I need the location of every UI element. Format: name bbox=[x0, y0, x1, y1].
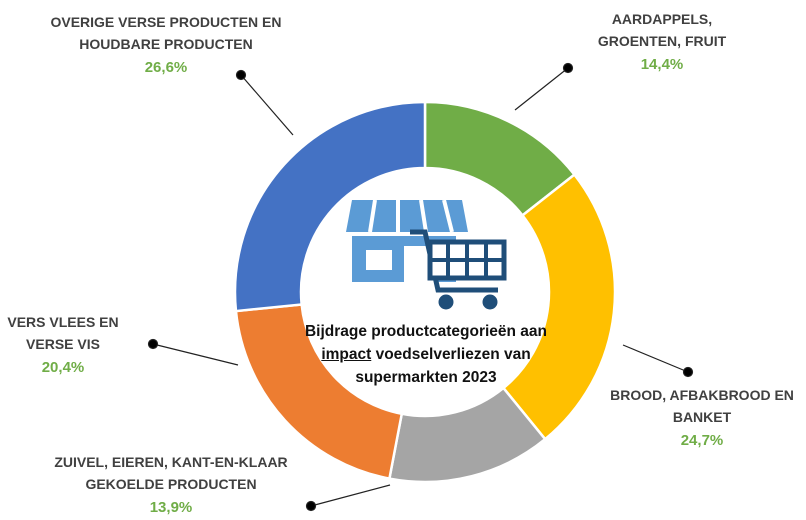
label: OVERIGE VERSE PRODUCTEN EN HOUDBARE PROD… bbox=[35, 11, 297, 79]
donut-slice bbox=[233, 100, 427, 313]
title-part: voedselverliezen van supermarkten 2023 bbox=[355, 346, 531, 386]
chart-title: Bijdrage productcategorieën aan impact v… bbox=[295, 320, 557, 389]
value-label: 20,4% bbox=[41, 359, 85, 376]
title-part: Bijdrage productcategorieën aan bbox=[304, 323, 548, 340]
label: VERS VLEES EN VERSE VIS 20,4% bbox=[2, 311, 124, 379]
category-label: AARDAPPELS, GROENTEN, FRUIT bbox=[597, 11, 727, 49]
category-label: OVERIGE VERSE PRODUCTEN EN HOUDBARE PROD… bbox=[50, 14, 282, 52]
value-label: 24,7% bbox=[680, 432, 724, 449]
label: ZUIVEL, EIEREN, KANT-EN-KLAAR GEKOELDE P… bbox=[40, 451, 302, 519]
title-part: impact bbox=[321, 346, 372, 363]
donut-slice bbox=[501, 172, 617, 441]
category-label: VERS VLEES EN VERSE VIS bbox=[7, 314, 119, 352]
category-label: ZUIVEL, EIEREN, KANT-EN-KLAAR GEKOELDE P… bbox=[54, 454, 288, 492]
label: AARDAPPELS, GROENTEN, FRUIT 14,4% bbox=[582, 8, 742, 76]
cart-icon bbox=[410, 229, 507, 310]
value-label: 13,9% bbox=[149, 499, 193, 516]
label: BROOD, AFBAKBROOD EN BANKET 24,7% bbox=[596, 384, 806, 452]
value-label: 26,6% bbox=[144, 59, 188, 76]
slices bbox=[233, 100, 617, 484]
leader-lines bbox=[147, 62, 694, 512]
category-label: BROOD, AFBAKBROOD EN BANKET bbox=[610, 387, 794, 425]
value-label: 14,4% bbox=[640, 56, 684, 73]
